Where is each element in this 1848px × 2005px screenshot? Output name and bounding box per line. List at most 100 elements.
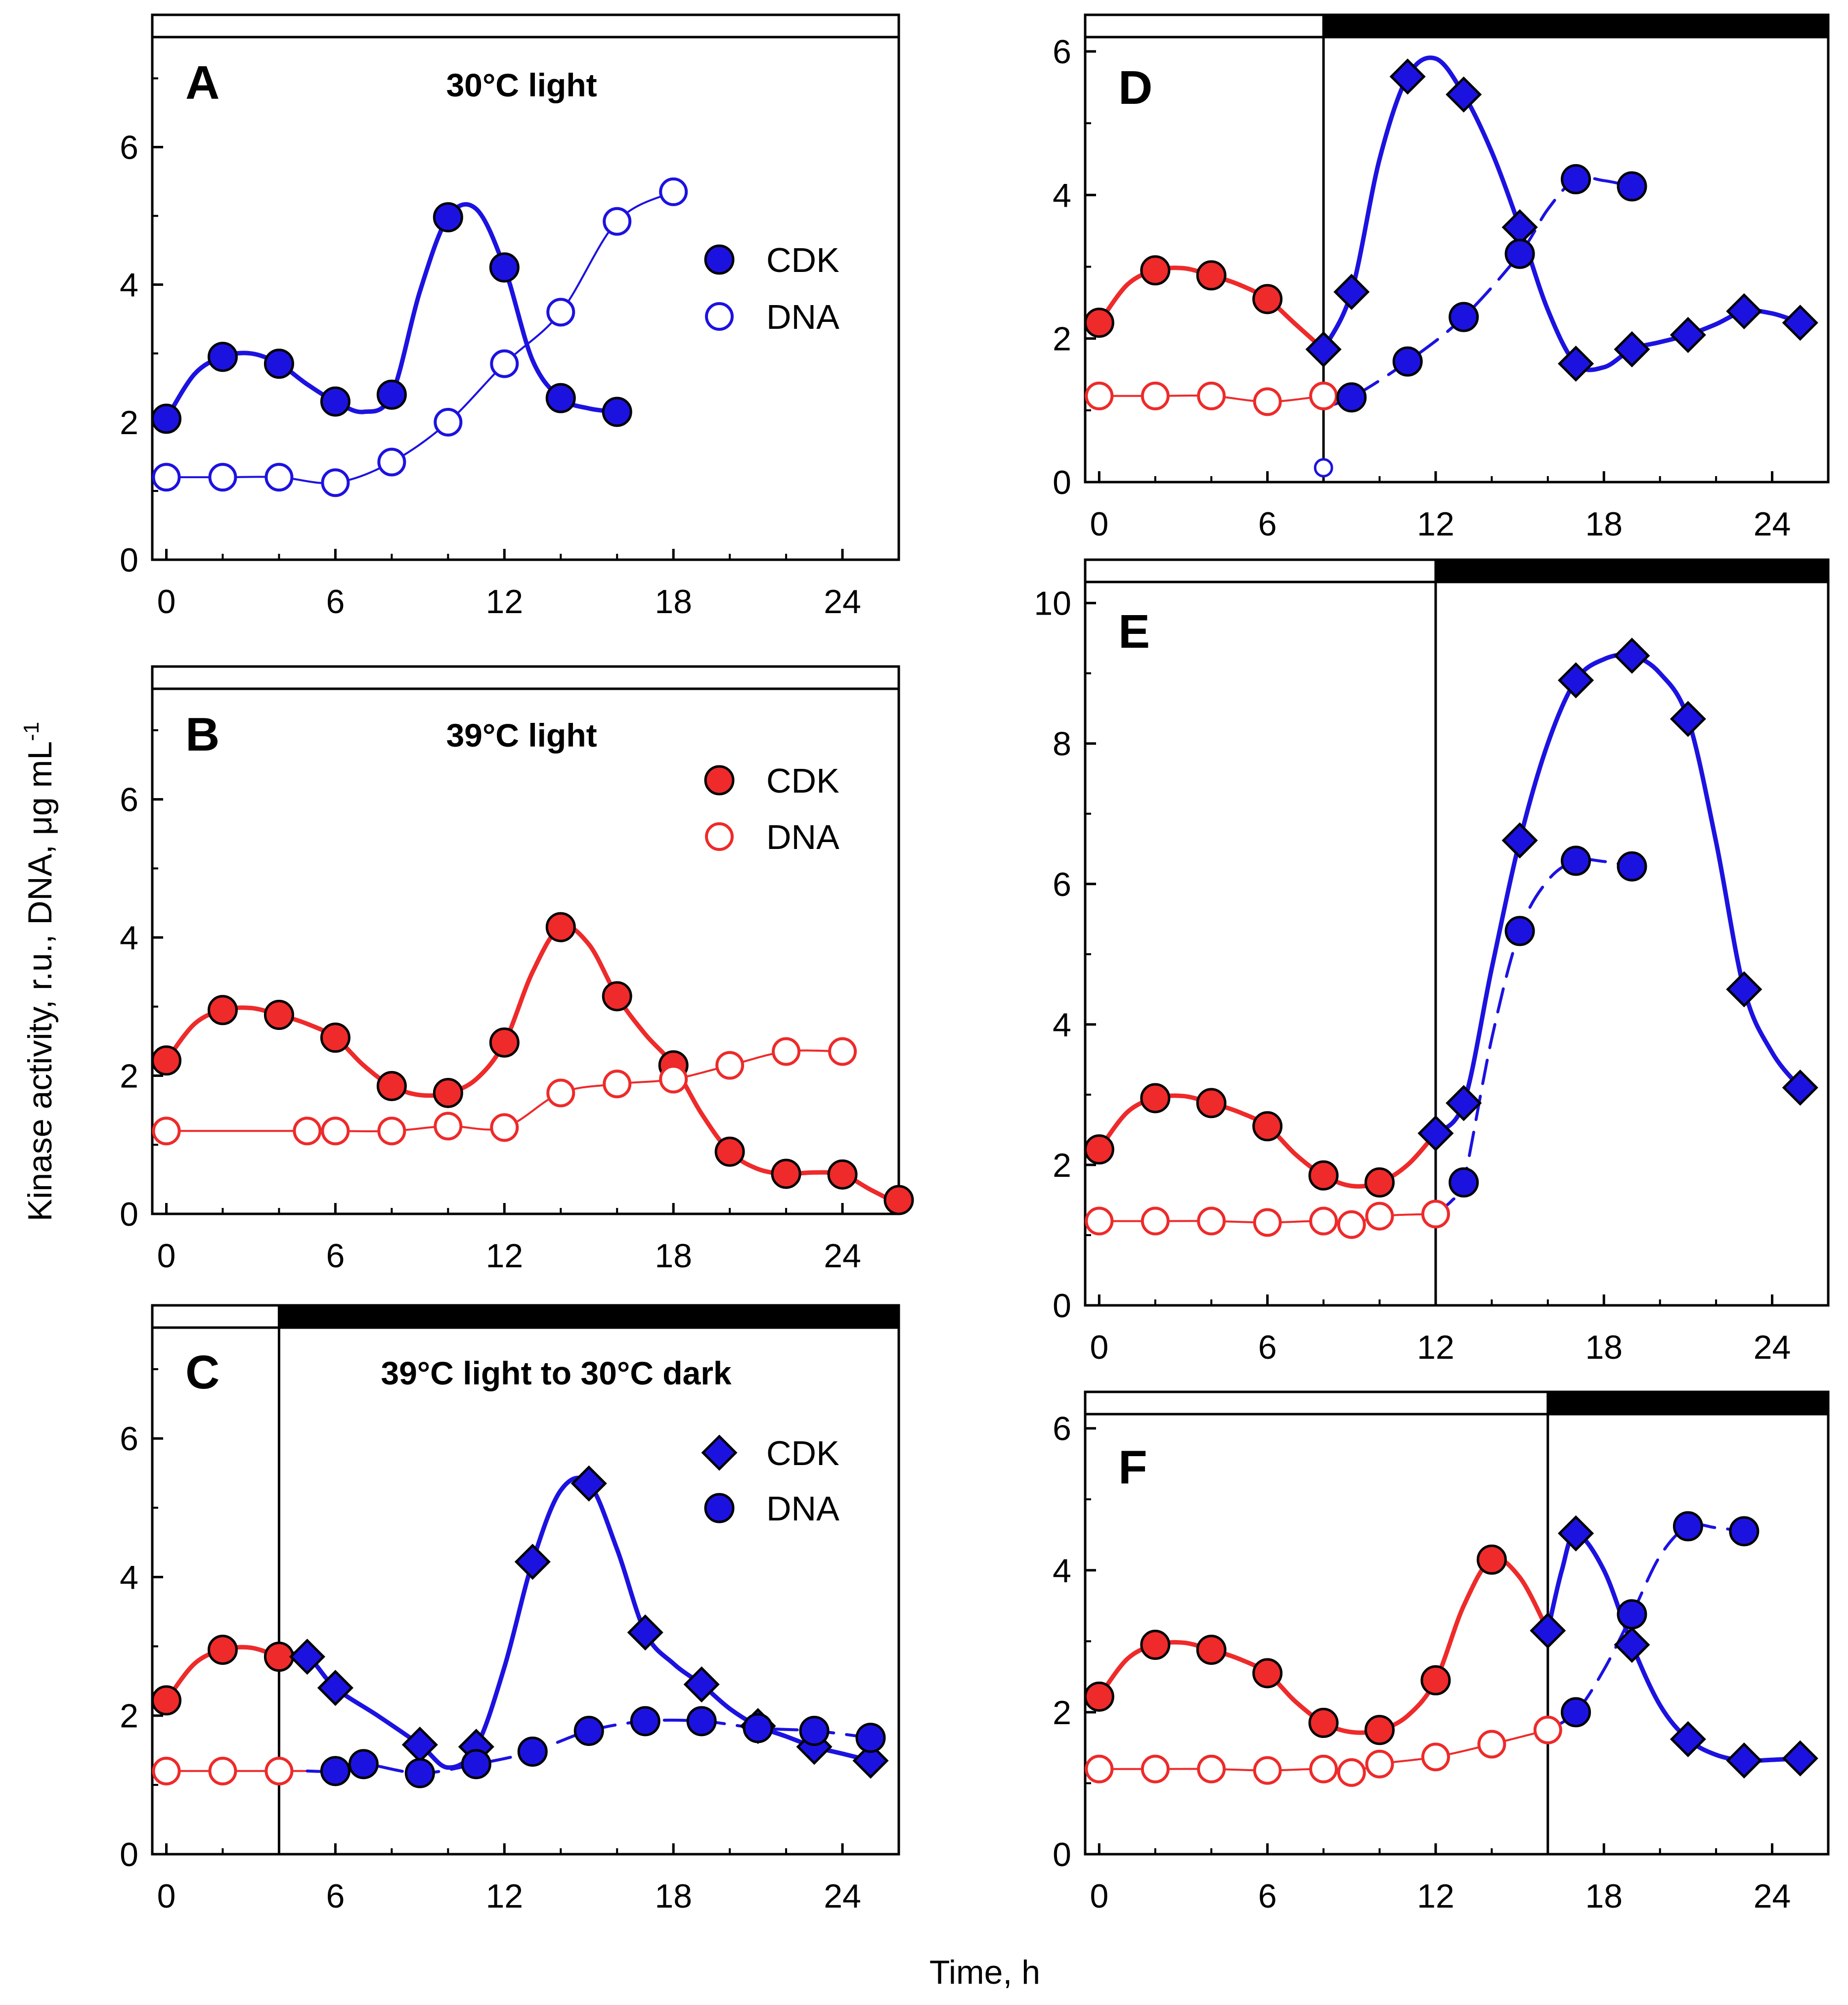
- x-axis-title: Time, h: [929, 1954, 1040, 1991]
- y-tick-label: 6: [1053, 33, 1071, 71]
- point-cdk-39-c-light: [1140, 255, 1171, 286]
- point-cdk: [1726, 1742, 1762, 1779]
- point-cdk: [1614, 1626, 1650, 1663]
- point-cdk: [852, 1742, 889, 1779]
- point-cdk: [771, 1158, 801, 1189]
- point-cdk: [627, 1614, 663, 1651]
- point-cdk: [317, 1670, 353, 1706]
- point-cdk: [602, 397, 632, 427]
- x-tick-label: 18: [1585, 1877, 1623, 1915]
- series-lines: [1097, 55, 1803, 408]
- y-tick-label: 0: [1053, 464, 1071, 501]
- point-cdk: [433, 202, 463, 232]
- x-tick-label: 6: [326, 583, 345, 621]
- y-tick-label: 10: [1034, 585, 1071, 623]
- point-cdk: [433, 1077, 463, 1108]
- panel-letter: E: [1118, 605, 1150, 658]
- point-dna: [321, 1116, 350, 1146]
- panel-letter: A: [185, 56, 220, 109]
- legend-label: DNA: [766, 298, 839, 336]
- dark-bar: [1323, 15, 1828, 37]
- point-dna: [630, 1706, 660, 1737]
- line-cdk: [1433, 652, 1803, 1136]
- point-dna: [743, 1713, 773, 1743]
- x-tick-label: 6: [1258, 1877, 1277, 1915]
- point-cdk-39-c-light: [1196, 1088, 1227, 1118]
- y-tick-label: 0: [1053, 1836, 1071, 1873]
- point-cdk-39-c-light: [264, 1642, 294, 1672]
- point-dna-39-c-light: [1309, 1754, 1338, 1783]
- point-dna: [1561, 1697, 1591, 1728]
- point-dna: [434, 407, 463, 437]
- x-tick-label: 0: [157, 1237, 176, 1275]
- point-cdk: [1446, 1085, 1482, 1121]
- point-cdk: [1614, 331, 1650, 367]
- point-dna-39-c-light: [1085, 1754, 1114, 1783]
- point-cdk-39-c-light: [1252, 1111, 1283, 1142]
- y-tick-label: 6: [120, 781, 138, 819]
- panel-letter: B: [185, 708, 220, 761]
- legend: CDK DNA: [701, 1434, 839, 1528]
- x-tick-label: 6: [1258, 1329, 1277, 1366]
- series-markers: [151, 1465, 889, 1788]
- point-cdk-39-c-light: [1420, 1665, 1451, 1695]
- x-tick-label: 6: [326, 1877, 345, 1915]
- series-markers: [151, 912, 914, 1215]
- x-tick-label: 18: [655, 583, 692, 621]
- point-dna-39-c-light: [1421, 1200, 1450, 1229]
- panel-title: 30°C light: [446, 67, 597, 103]
- y-axis-title: Kinase activity, r.u., DNA, μg mL-1: [19, 722, 59, 1221]
- point-dna: [1504, 916, 1535, 946]
- point-cdk: [545, 912, 576, 942]
- series-markers: [151, 177, 688, 497]
- y-tick-label: 6: [1053, 1410, 1071, 1448]
- x-tick-label: 12: [1417, 1329, 1454, 1366]
- y-tick-label: 6: [1053, 866, 1071, 903]
- light-bar: [151, 665, 900, 690]
- point-dna-39-c-light: [1477, 1730, 1506, 1759]
- point-dna: [152, 1116, 181, 1146]
- point-cdk: [1726, 293, 1762, 330]
- point-cdk: [714, 1136, 745, 1167]
- point-cdk: [1305, 331, 1342, 367]
- point-cdk: [545, 383, 576, 413]
- point-cdk: [1670, 701, 1706, 737]
- point-dna-39-c-light: [1309, 1206, 1338, 1236]
- legend-label: CDK: [766, 761, 839, 800]
- point-dna: [1617, 171, 1647, 202]
- point-cdk: [1614, 637, 1650, 674]
- x-tick-label: 12: [485, 1237, 523, 1275]
- point-cdk: [602, 981, 632, 1012]
- point-cdk-39-c-light: [1140, 1083, 1171, 1114]
- plot-frame: [1084, 1413, 1830, 1856]
- point-dna: [686, 1706, 717, 1737]
- legend: CDK DNA: [704, 761, 839, 856]
- point-dna: [490, 349, 519, 378]
- x-tick-label: 6: [326, 1237, 345, 1275]
- point-dna: [1672, 1511, 1703, 1542]
- x-tick-label: 24: [1754, 1329, 1791, 1366]
- point-dna: [1617, 1599, 1647, 1630]
- plot-frame: [151, 687, 900, 1215]
- point-dna: [1449, 302, 1479, 332]
- x-tick-label: 24: [1754, 1877, 1791, 1915]
- legend-label: CDK: [766, 241, 839, 279]
- legend-marker-cdk: [704, 244, 735, 275]
- y-tick-label: 2: [1053, 1694, 1071, 1732]
- point-cdk-39-c-light: [1084, 308, 1114, 338]
- point-dna: [1617, 851, 1647, 882]
- point-cdk: [883, 1185, 914, 1215]
- point-cdk-39-c-light: [1084, 1681, 1114, 1712]
- panel-title: 39°C light to 30°C dark: [381, 1355, 732, 1391]
- legend-label: DNA: [766, 1489, 839, 1528]
- y-tick-label: 2: [120, 1058, 138, 1095]
- legend-marker-cdk: [704, 765, 735, 796]
- x-tick-label: 0: [157, 583, 176, 621]
- point-dna: [772, 1037, 801, 1066]
- series-markers: [1084, 1511, 1818, 1787]
- x-tick-label: 0: [1090, 1329, 1108, 1366]
- series-lines: [1097, 652, 1803, 1226]
- point-dna-39-c-light: [1197, 1754, 1226, 1783]
